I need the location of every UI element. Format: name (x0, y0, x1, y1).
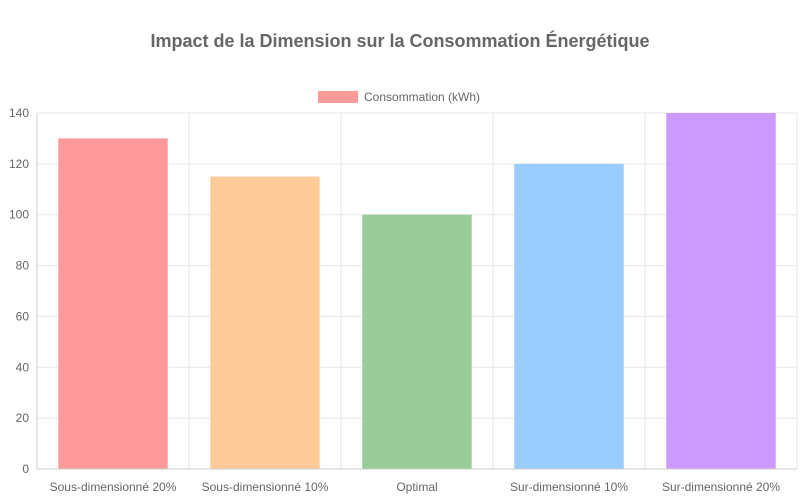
y-tick-label: 0 (22, 462, 29, 476)
y-tick-label: 80 (16, 259, 30, 273)
bar[interactable] (666, 113, 776, 469)
y-tick-label: 120 (9, 157, 29, 171)
x-category-label: Sous-dimensionné 20% (50, 480, 177, 494)
y-axis-ticks: 0 20 40 60 80 100 120 140 (9, 106, 29, 476)
bar[interactable] (514, 163, 624, 469)
y-tick-label: 100 (9, 208, 29, 222)
bars (58, 113, 776, 470)
x-axis-labels: Sous-dimensionné 20% Sous-dimensionné 10%… (50, 480, 781, 494)
bar[interactable] (58, 138, 168, 469)
x-category-label: Optimal (396, 480, 437, 494)
y-tick-label: 60 (16, 309, 30, 323)
x-category-label: Sur-dimensionné 20% (662, 480, 780, 494)
legend[interactable]: Consommation (kWh) (318, 90, 480, 104)
legend-label: Consommation (kWh) (364, 90, 480, 104)
chart-title: Impact de la Dimension sur la Consommati… (150, 30, 649, 51)
y-tick-label: 20 (16, 411, 30, 425)
bar[interactable] (362, 214, 472, 469)
axes (36, 113, 797, 470)
x-category-label: Sous-dimensionné 10% (202, 480, 329, 494)
x-category-label: Sur-dimensionné 10% (510, 480, 628, 494)
y-tick-label: 40 (16, 360, 30, 374)
legend-swatch (318, 91, 358, 103)
y-tick-label: 140 (9, 106, 29, 120)
bar[interactable] (210, 176, 320, 470)
